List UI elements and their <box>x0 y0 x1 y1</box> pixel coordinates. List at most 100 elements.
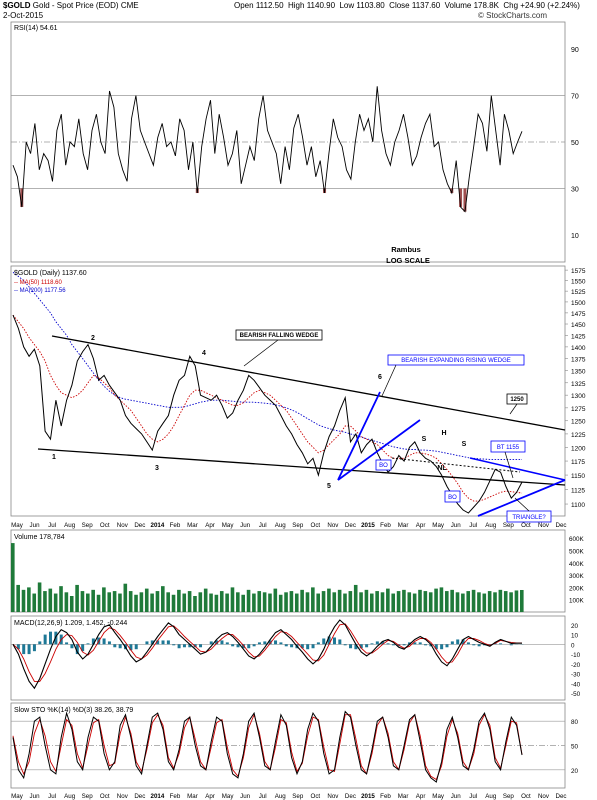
bo-2-label-box <box>444 490 461 503</box>
price-tick-label: 1175 <box>571 459 585 466</box>
month-label: Apr <box>416 522 426 529</box>
bt-1155-label-text: BT 1155 <box>497 445 520 451</box>
rsi-tick-label: 90 <box>571 47 579 54</box>
bottom-month-label: Sep <box>82 793 94 800</box>
volume-bar <box>450 589 454 612</box>
volume-bar <box>332 592 337 612</box>
macd-signal-line <box>12 623 523 682</box>
volume-tick-label: 200K <box>569 585 585 592</box>
macd-hist-bar <box>466 642 470 645</box>
macd-hist-bar <box>38 641 42 645</box>
macd-hist-bar <box>150 640 154 645</box>
rsi-tick-label: 10 <box>571 233 579 240</box>
volume-bar <box>278 594 283 612</box>
macd-hist-bar <box>188 644 192 648</box>
macd-hist-bar <box>306 644 310 650</box>
volume-bar <box>182 593 187 612</box>
macd-hist-bar <box>70 644 74 649</box>
volume-bar <box>364 589 369 612</box>
volume-bar <box>203 588 208 612</box>
bt-1155-label-box <box>490 440 526 453</box>
volume-bar <box>466 591 471 612</box>
bottom-month-label: Aug <box>275 793 287 800</box>
bottom-month-label: Oct <box>100 793 110 800</box>
sto-tick-label: 20 <box>571 768 579 775</box>
volume-bar <box>284 592 288 612</box>
macd-hist-bar <box>225 642 229 645</box>
price-tick-label: 1300 <box>571 393 586 400</box>
volume-bar <box>337 589 342 612</box>
volume-title: Volume 178,784 <box>14 534 65 541</box>
pivot-label-1: 2 <box>91 335 95 342</box>
volume-bar <box>273 588 278 612</box>
bottom-month-label: Dec <box>555 793 566 800</box>
macd-hist-bar <box>359 644 363 649</box>
bo-1-label-box <box>375 459 392 471</box>
bt-1155-pointer <box>504 451 514 479</box>
macd-hist-bar <box>370 643 374 645</box>
volume-bar <box>252 593 256 612</box>
pivot-label-3: 4 <box>202 350 206 357</box>
macd-hist-bar <box>166 640 170 645</box>
month-label: Jul <box>48 522 56 529</box>
macd-hist-bar <box>450 641 454 645</box>
month-label: 2015 <box>361 522 375 529</box>
volume-bar <box>27 587 31 612</box>
rsi-tick-label: 70 <box>571 94 579 101</box>
chg-value: +24.90 (+2.24%) <box>520 1 580 10</box>
sto-tick-label: 50 <box>571 744 579 751</box>
symbol: $GOLD <box>3 1 31 10</box>
volume-bar <box>91 589 95 612</box>
volume-bar <box>423 591 428 612</box>
falling-wedge-lower-line <box>37 448 566 486</box>
bottom-month-label: Jun <box>30 793 41 800</box>
macd-hist-bar <box>440 644 444 650</box>
macd-hist-bar <box>129 644 133 651</box>
volume-bar <box>59 586 63 612</box>
close-value: 1137.60 <box>411 1 441 10</box>
volume-bar <box>327 588 331 612</box>
month-label: Feb <box>380 522 391 529</box>
macd-hist-bar <box>172 644 176 646</box>
triangle-lower-line <box>477 479 566 517</box>
volume-bar <box>471 589 476 612</box>
volume-bar <box>439 587 444 612</box>
volume-bar <box>444 591 449 612</box>
price-tick-label: 1450 <box>571 322 586 329</box>
volume-bar <box>305 592 310 612</box>
macd-hist-bar <box>472 644 476 646</box>
macd-hist-bar <box>145 641 149 645</box>
price-tick-label: 1325 <box>571 381 586 388</box>
volume-bar <box>225 593 229 612</box>
triangle-label-text: TRIANGLE? <box>512 515 546 521</box>
volume-bar <box>43 591 47 612</box>
price-tick-label: 1400 <box>571 345 586 352</box>
macd-hist-bar <box>279 642 283 645</box>
expanding-wedge-pointer <box>381 364 397 397</box>
bottom-month-label: Oct <box>311 793 321 800</box>
volume-bar <box>75 584 79 612</box>
macd-tick-label: -10 <box>571 652 581 659</box>
bottom-month-label: Sep <box>292 793 304 800</box>
month-label: Dec <box>345 522 356 529</box>
month-label: Apr <box>205 522 215 529</box>
macd-hist-bar <box>199 644 203 648</box>
volume-bar <box>412 593 417 612</box>
high-label: High <box>288 1 305 10</box>
volume-tick-label: 100K <box>569 598 585 605</box>
macd-hist-bar <box>477 644 481 647</box>
volume-bar <box>343 593 347 612</box>
rsi-tick-label: 50 <box>571 140 579 147</box>
volume-bar <box>359 592 363 612</box>
pivot-label-2: 3 <box>155 465 159 472</box>
level-1250-label-text: 1250 <box>510 397 524 403</box>
price-tick-label: 1275 <box>571 406 586 413</box>
exchange: CME <box>120 1 139 10</box>
volume-bar <box>11 543 15 612</box>
pivot-label-4: 5 <box>327 483 331 490</box>
macd-hist-bar <box>381 641 385 645</box>
macd-hist-bar <box>461 639 465 645</box>
price-tick-label: 1350 <box>571 369 586 376</box>
volume-tick-label: 500K <box>569 548 585 555</box>
